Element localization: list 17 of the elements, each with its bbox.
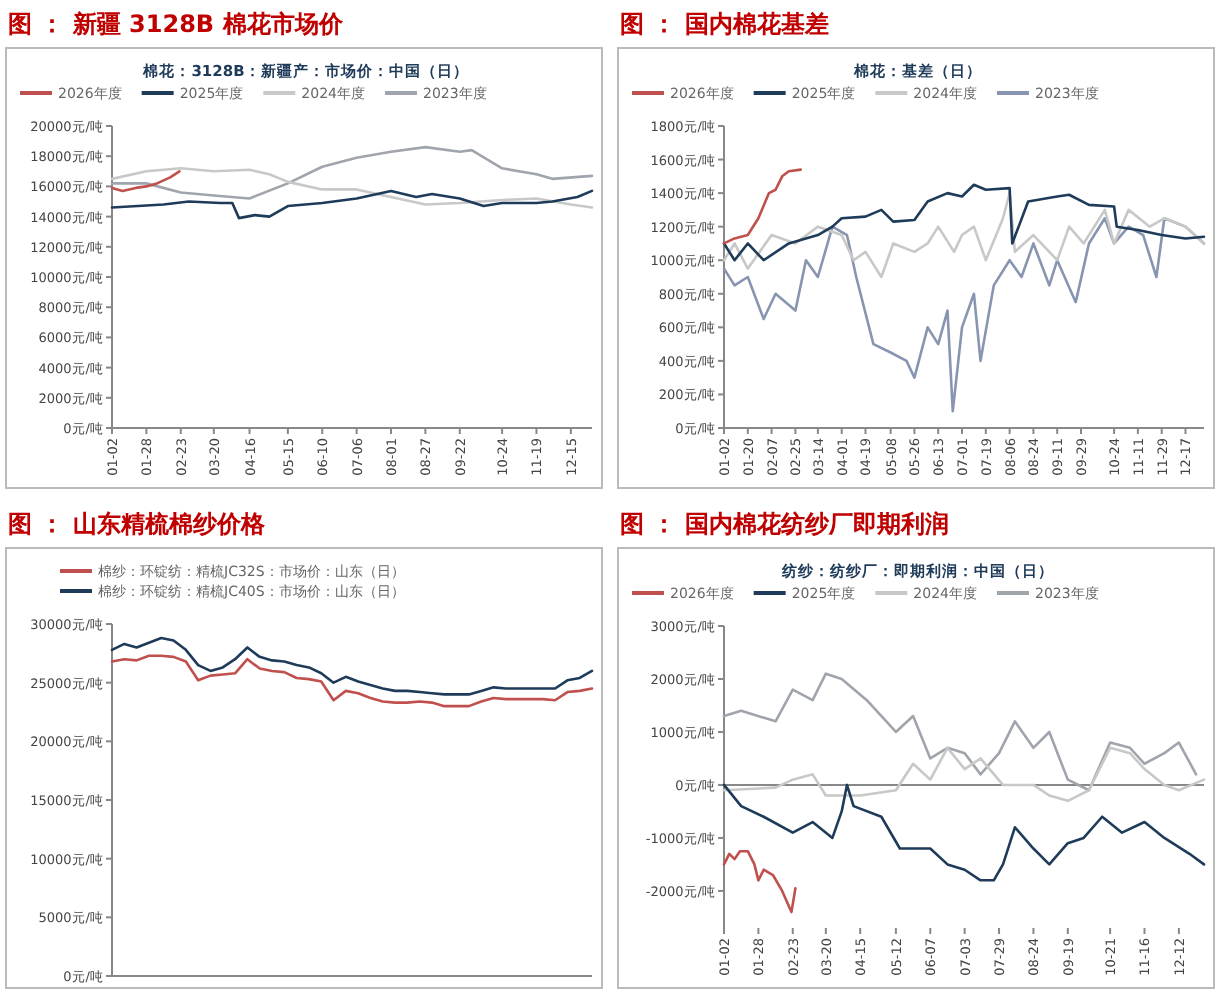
line-series — [722, 746, 1206, 803]
line-series — [722, 168, 802, 245]
line-series — [110, 189, 594, 220]
chart-title: 图 ： 国内棉花基差 — [620, 10, 829, 38]
line-series — [110, 170, 181, 193]
line-series — [722, 672, 1198, 792]
chart-title: 图 ： 新疆 3128B 棉花市场价 — [8, 10, 345, 38]
line-series — [110, 636, 594, 696]
line-series — [722, 783, 1206, 882]
chart-title: 图 ： 山东精梳棉纱价格 — [8, 510, 267, 538]
line-series — [110, 166, 594, 209]
line-series — [722, 183, 1206, 262]
line-series — [110, 654, 594, 708]
line-series — [110, 145, 594, 200]
line-series — [722, 849, 797, 914]
chart-title: 图 ： 国内棉花纺纱厂即期利润 — [620, 510, 949, 538]
line-series — [722, 191, 1206, 279]
